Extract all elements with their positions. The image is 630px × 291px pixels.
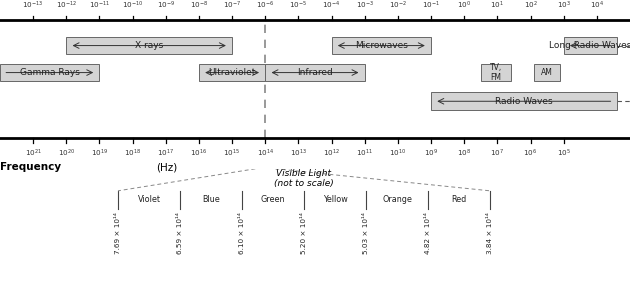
Text: $10^{-12}$: $10^{-12}$ (55, 0, 77, 11)
Text: $10^{15}$: $10^{15}$ (224, 148, 241, 159)
Text: $10^{-4}$: $10^{-4}$ (323, 0, 341, 11)
Text: $10^{-13}$: $10^{-13}$ (23, 0, 44, 11)
Text: $10^{16}$: $10^{16}$ (190, 148, 208, 159)
Text: Violet: Violet (137, 195, 161, 204)
Text: 5.20 × 10¹⁴: 5.20 × 10¹⁴ (301, 212, 307, 254)
Text: $10^{-1}$: $10^{-1}$ (422, 0, 440, 11)
Text: Ultraviolet: Ultraviolet (209, 68, 256, 77)
Text: Microwaves: Microwaves (355, 41, 408, 50)
Text: Long Radio Waves: Long Radio Waves (549, 41, 630, 50)
Text: Red: Red (451, 195, 467, 204)
Text: $10^{7}$: $10^{7}$ (490, 148, 505, 159)
Text: 5.03 × 10¹⁴: 5.03 × 10¹⁴ (363, 212, 369, 254)
Text: $10^{-7}$: $10^{-7}$ (223, 0, 241, 11)
Text: $10^{-5}$: $10^{-5}$ (289, 0, 307, 11)
Text: Orange: Orange (382, 195, 412, 204)
Text: $10^{0}$: $10^{0}$ (457, 0, 471, 11)
Text: $10^{-2}$: $10^{-2}$ (389, 0, 407, 11)
Text: Green: Green (261, 195, 285, 204)
Text: TV,
FM: TV, FM (490, 63, 502, 82)
Text: Frequency: Frequency (0, 162, 65, 172)
Text: Blue: Blue (202, 195, 220, 204)
FancyBboxPatch shape (564, 37, 617, 54)
Text: $10^{-3}$: $10^{-3}$ (355, 0, 374, 11)
FancyBboxPatch shape (431, 93, 617, 110)
Text: (Hz): (Hz) (156, 162, 177, 172)
Text: 6.59 × 10¹⁴: 6.59 × 10¹⁴ (177, 212, 183, 254)
FancyBboxPatch shape (331, 37, 431, 54)
Text: AM: AM (541, 68, 553, 77)
Text: $10^{18}$: $10^{18}$ (124, 148, 141, 159)
Text: $10^{-8}$: $10^{-8}$ (190, 0, 208, 11)
Text: $10^{13}$: $10^{13}$ (290, 148, 307, 159)
Text: $10^{3}$: $10^{3}$ (557, 0, 571, 11)
Text: 3.84 × 10¹⁴: 3.84 × 10¹⁴ (487, 212, 493, 254)
Text: Visible Light
(not to scale): Visible Light (not to scale) (274, 169, 334, 188)
Text: $10^{6}$: $10^{6}$ (524, 148, 537, 159)
Text: $10^{10}$: $10^{10}$ (389, 148, 406, 159)
Text: Infrared: Infrared (297, 68, 333, 77)
Text: $10^{1}$: $10^{1}$ (490, 0, 505, 11)
FancyBboxPatch shape (66, 37, 232, 54)
Text: $10^{17}$: $10^{17}$ (157, 148, 175, 159)
Text: X rays: X rays (135, 41, 163, 50)
Text: $10^{14}$: $10^{14}$ (256, 148, 274, 159)
Text: Radio Waves: Radio Waves (495, 97, 553, 106)
Text: $10^{11}$: $10^{11}$ (356, 148, 374, 159)
Text: $10^{-11}$: $10^{-11}$ (89, 0, 110, 11)
FancyBboxPatch shape (481, 64, 511, 81)
Text: $10^{19}$: $10^{19}$ (91, 148, 108, 159)
FancyBboxPatch shape (0, 64, 100, 81)
Text: 6.10 × 10¹⁴: 6.10 × 10¹⁴ (239, 212, 245, 254)
FancyBboxPatch shape (265, 64, 365, 81)
Text: 7.69 × 10¹⁴: 7.69 × 10¹⁴ (115, 212, 121, 254)
Text: $10^{21}$: $10^{21}$ (25, 148, 42, 159)
Text: $10^{9}$: $10^{9}$ (424, 148, 438, 159)
Text: $10^{4}$: $10^{4}$ (590, 0, 604, 11)
Text: $10^{-6}$: $10^{-6}$ (256, 0, 275, 11)
FancyBboxPatch shape (534, 64, 560, 81)
Text: $10^{8}$: $10^{8}$ (457, 148, 471, 159)
Text: 4.82 × 10¹⁴: 4.82 × 10¹⁴ (425, 212, 431, 254)
FancyBboxPatch shape (199, 64, 265, 81)
Text: $10^{12}$: $10^{12}$ (323, 148, 340, 159)
Text: $10^{-9}$: $10^{-9}$ (157, 0, 175, 11)
Text: Yellow: Yellow (323, 195, 347, 204)
Text: Gamma Rays: Gamma Rays (20, 68, 79, 77)
Text: $10^{20}$: $10^{20}$ (57, 148, 75, 159)
Text: $10^{5}$: $10^{5}$ (557, 148, 571, 159)
Text: $10^{-10}$: $10^{-10}$ (122, 0, 144, 11)
Text: $10^{2}$: $10^{2}$ (524, 0, 537, 11)
